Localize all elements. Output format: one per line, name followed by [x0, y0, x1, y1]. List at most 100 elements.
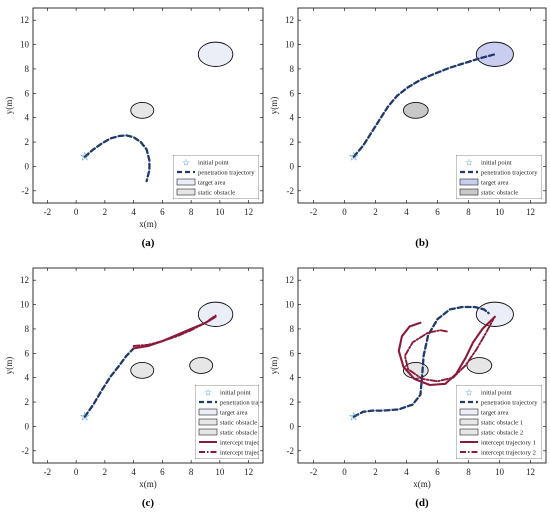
legend-label: penetration trajectory [481, 400, 538, 407]
panel-label: (a) [142, 237, 155, 249]
legend-area-swatch [459, 178, 479, 186]
legend-label: initial point [481, 390, 512, 397]
y-tick-label: 10 [20, 40, 30, 50]
y-tick-label: 8 [25, 324, 30, 334]
x-tick-label: 0 [74, 207, 79, 217]
x-tick-label: 10 [215, 467, 225, 477]
legend: ☆ initial point penetration trajectory targ… [456, 385, 542, 459]
axes-frame [297, 267, 547, 464]
x-tick-label: 12 [244, 467, 253, 477]
axes-frame [32, 267, 264, 464]
legend-label: initial point [481, 160, 512, 167]
y-tick-label: 12 [20, 275, 29, 285]
x-tick-label: 8 [189, 467, 194, 477]
y-tick-label: 12 [20, 15, 29, 25]
x-tick-label: 4 [404, 207, 409, 217]
legend-label: static obstacle [198, 190, 235, 197]
y-axis-label: y(m) [269, 357, 279, 375]
intercept1-trajectory [397, 315, 496, 387]
y-tick-label: 4 [25, 113, 30, 123]
y-tick-label: 0 [290, 161, 295, 171]
x-tick-label: 8 [466, 467, 471, 477]
legend: ☆ initial point penetration trajectory targ… [456, 155, 542, 199]
y-tick-label: -2 [287, 186, 295, 196]
y-tick-label: 2 [290, 397, 295, 407]
legend-star-icon: ☆ [204, 388, 212, 398]
panel-c: -2 0 2 4 6 8 10 12 -2 0 2 4 6 8 10 12 x(m) y(m) ☆ ☆ initial … [4, 267, 277, 489]
y-tick-label: 4 [290, 113, 295, 123]
legend-label: static obstacle 2 [220, 430, 262, 437]
y-tick-label: 2 [25, 137, 30, 147]
axes-frame [32, 7, 264, 204]
y-tick-label: -2 [22, 186, 30, 196]
y-tick-label: 6 [25, 348, 30, 358]
legend-area-swatch [459, 408, 479, 416]
legend-label: static obstacle 1 [220, 420, 262, 427]
x-tick-label: 10 [215, 207, 225, 217]
x-tick-label: 8 [189, 207, 194, 217]
intercept2-trajectory [403, 318, 495, 383]
legend-label: static obstacle [481, 190, 518, 197]
x-tick-label: 2 [103, 207, 108, 217]
target-area [475, 301, 514, 327]
y-tick-label: 10 [285, 40, 295, 50]
y-tick-label: 6 [290, 348, 295, 358]
legend-label: intercept trajectory 1 [481, 440, 536, 447]
legend-label: penetration trajectory [220, 400, 277, 407]
panel-label: (b) [415, 237, 429, 249]
y-axis-label: y(m) [4, 357, 14, 375]
x-tick-label: -2 [310, 467, 318, 477]
legend-area-swatch [198, 428, 218, 436]
x-tick-label: 6 [160, 207, 165, 217]
legend: ☆ initial point penetration trajectory targ… [173, 155, 259, 199]
x-axis-label: x(m) [413, 479, 431, 489]
axes-frame [297, 7, 547, 204]
x-tick-label: 12 [244, 207, 253, 217]
y-tick-label: 2 [25, 397, 30, 407]
legend-area-swatch [176, 178, 196, 186]
legend: ☆ initial point penetration trajectory targ… [195, 385, 277, 459]
legend-label: target area [220, 410, 248, 417]
legend-label: intercept trajectory 2 [481, 450, 536, 457]
penetration-trajectory [352, 305, 490, 418]
x-axis-label: x(m) [139, 219, 157, 229]
x-tick-label: 8 [466, 207, 471, 217]
y-tick-label: 6 [25, 88, 30, 98]
panel-d: -2 0 2 4 6 8 10 12 -2 0 2 4 6 8 10 12 x(m) y(m) ☆ ☆ initial … [269, 267, 547, 489]
x-tick-label: 10 [495, 207, 505, 217]
y-tick-label: 6 [290, 88, 295, 98]
legend-area-swatch [459, 418, 479, 426]
legend-star-icon: ☆ [465, 388, 473, 398]
legend-area-swatch [198, 408, 218, 416]
x-axis-label: x(m) [139, 479, 157, 489]
y-tick-label: 10 [20, 300, 30, 310]
penetration-trajectory [83, 347, 135, 418]
x-tick-label: 6 [435, 467, 440, 477]
y-tick-label: -2 [22, 446, 30, 456]
y-tick-label: 0 [25, 161, 30, 171]
x-tick-label: 0 [342, 467, 347, 477]
x-tick-label: -2 [44, 467, 52, 477]
y-tick-label: 4 [25, 373, 30, 383]
intercept2-trajectory [132, 314, 217, 347]
x-tick-label: 0 [74, 467, 79, 477]
y-axis-label: y(m) [4, 97, 14, 115]
legend-label: static obstacle 2 [481, 430, 523, 437]
legend-area-swatch [198, 418, 218, 426]
x-tick-label: 10 [495, 467, 505, 477]
legend-area-swatch [459, 428, 479, 436]
penetration-trajectory [352, 53, 497, 158]
x-tick-label: 4 [131, 207, 136, 217]
target-area [197, 41, 234, 67]
y-tick-label: 2 [290, 137, 295, 147]
x-tick-label: -2 [44, 207, 52, 217]
y-tick-label: 8 [290, 324, 295, 334]
y-axis-label: y(m) [269, 97, 279, 115]
legend-label: static obstacle 1 [481, 420, 523, 427]
x-tick-label: 2 [373, 207, 378, 217]
y-tick-label: 8 [25, 64, 30, 74]
x-tick-label: 6 [160, 467, 165, 477]
legend-label: target area [198, 180, 226, 187]
legend-star-icon: ☆ [182, 158, 190, 168]
